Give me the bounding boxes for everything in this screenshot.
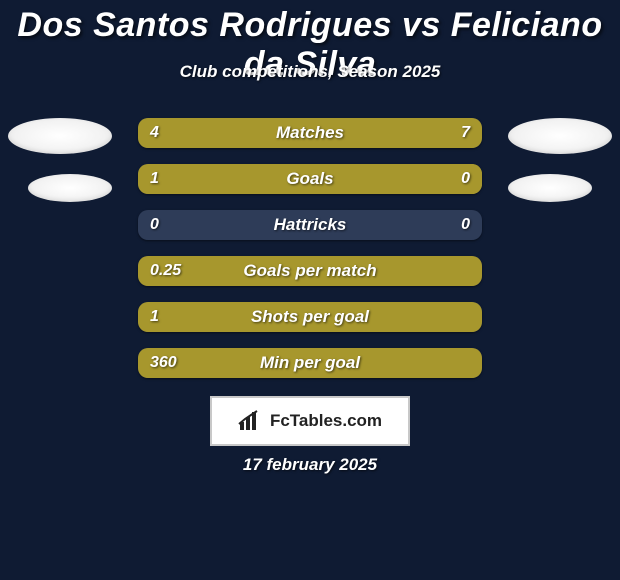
fctables-logo: FcTables.com: [210, 396, 410, 446]
stat-row: Hattricks00: [138, 210, 482, 240]
avatar-right-shadow: [508, 174, 592, 202]
stat-row: Min per goal360: [138, 348, 482, 378]
subtitle: Club competitions, Season 2025: [0, 62, 620, 82]
logo-text: FcTables.com: [270, 411, 382, 431]
stat-row: Matches47: [138, 118, 482, 148]
comparison-infographic: Dos Santos Rodrigues vs Feliciano da Sil…: [0, 0, 620, 580]
stat-row: Goals per match0.25: [138, 256, 482, 286]
stat-bars: Matches47 Goals10 Hattricks00 Goals per mat…: [138, 118, 482, 394]
stat-row: Goals10: [138, 164, 482, 194]
avatar-left: [8, 118, 112, 154]
avatar-right: [508, 118, 612, 154]
avatar-left-shadow: [28, 174, 112, 202]
chart-icon: [238, 410, 264, 432]
stat-row: Shots per goal1: [138, 302, 482, 332]
date-text: 17 february 2025: [0, 455, 620, 475]
